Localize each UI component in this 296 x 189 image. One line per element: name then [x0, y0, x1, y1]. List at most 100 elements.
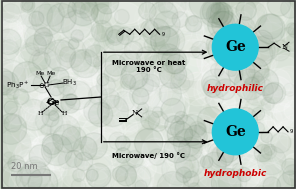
Circle shape	[0, 0, 27, 27]
Circle shape	[104, 41, 144, 81]
Text: Ge: Ge	[46, 98, 60, 108]
Circle shape	[269, 120, 296, 161]
Circle shape	[270, 131, 296, 172]
Circle shape	[86, 169, 98, 181]
Circle shape	[200, 118, 240, 158]
Circle shape	[221, 76, 260, 115]
Circle shape	[144, 73, 161, 90]
Circle shape	[167, 164, 193, 189]
Circle shape	[171, 68, 194, 90]
Circle shape	[26, 0, 44, 13]
Circle shape	[44, 143, 59, 158]
Circle shape	[116, 165, 137, 186]
Circle shape	[215, 79, 236, 100]
Circle shape	[98, 7, 118, 27]
Circle shape	[142, 19, 170, 46]
Circle shape	[39, 141, 67, 170]
Circle shape	[270, 103, 294, 127]
Circle shape	[275, 173, 296, 189]
Circle shape	[99, 88, 119, 108]
Circle shape	[33, 95, 52, 114]
Circle shape	[178, 137, 202, 161]
Circle shape	[128, 79, 156, 108]
Circle shape	[284, 100, 296, 120]
Circle shape	[192, 151, 210, 168]
Circle shape	[271, 84, 296, 126]
Circle shape	[210, 142, 228, 160]
Circle shape	[261, 0, 283, 13]
Circle shape	[38, 1, 65, 26]
Circle shape	[21, 160, 62, 189]
Circle shape	[273, 135, 296, 174]
Circle shape	[166, 121, 183, 138]
Circle shape	[161, 98, 185, 123]
Circle shape	[207, 142, 234, 168]
Circle shape	[71, 30, 83, 42]
Circle shape	[167, 152, 183, 168]
Circle shape	[41, 135, 72, 166]
Text: Ge: Ge	[225, 40, 246, 54]
Circle shape	[148, 111, 168, 131]
Circle shape	[176, 56, 218, 98]
Circle shape	[214, 9, 247, 42]
Circle shape	[71, 108, 105, 142]
Circle shape	[15, 155, 45, 185]
Circle shape	[71, 156, 93, 178]
Circle shape	[47, 56, 66, 75]
Circle shape	[219, 147, 243, 171]
Circle shape	[0, 76, 11, 93]
Circle shape	[218, 168, 247, 189]
Circle shape	[8, 155, 25, 172]
Circle shape	[99, 65, 117, 84]
Circle shape	[157, 172, 189, 189]
Circle shape	[111, 138, 149, 176]
Circle shape	[104, 26, 129, 50]
Circle shape	[126, 150, 143, 167]
Circle shape	[10, 108, 47, 144]
Circle shape	[27, 109, 67, 149]
Circle shape	[139, 2, 156, 20]
Circle shape	[73, 137, 97, 160]
Circle shape	[125, 165, 151, 189]
Circle shape	[72, 28, 94, 49]
Circle shape	[115, 9, 129, 24]
Circle shape	[15, 0, 57, 33]
Circle shape	[59, 47, 75, 62]
Circle shape	[68, 39, 79, 49]
Circle shape	[257, 120, 281, 144]
Circle shape	[127, 58, 150, 81]
Circle shape	[211, 135, 242, 167]
Circle shape	[25, 107, 45, 127]
Circle shape	[25, 157, 46, 177]
Circle shape	[111, 155, 154, 189]
Circle shape	[171, 88, 205, 122]
Circle shape	[131, 140, 147, 156]
Circle shape	[165, 18, 207, 59]
Circle shape	[107, 30, 123, 45]
Circle shape	[261, 84, 281, 104]
Circle shape	[144, 49, 186, 91]
Circle shape	[61, 126, 93, 158]
Circle shape	[152, 107, 163, 117]
Circle shape	[144, 39, 156, 51]
Text: Ge: Ge	[225, 125, 246, 139]
Circle shape	[215, 57, 243, 86]
Circle shape	[149, 149, 165, 165]
Circle shape	[263, 90, 296, 135]
Circle shape	[119, 51, 141, 72]
Circle shape	[212, 11, 239, 38]
Circle shape	[241, 30, 276, 66]
Circle shape	[93, 167, 132, 189]
Circle shape	[61, 94, 80, 113]
Circle shape	[236, 0, 256, 20]
Circle shape	[168, 35, 207, 74]
Circle shape	[15, 154, 43, 182]
Circle shape	[157, 1, 193, 36]
Circle shape	[252, 69, 279, 95]
Circle shape	[23, 170, 44, 189]
Circle shape	[257, 81, 274, 99]
Circle shape	[0, 43, 24, 84]
Circle shape	[2, 0, 32, 15]
Circle shape	[40, 97, 58, 115]
Circle shape	[38, 84, 59, 105]
